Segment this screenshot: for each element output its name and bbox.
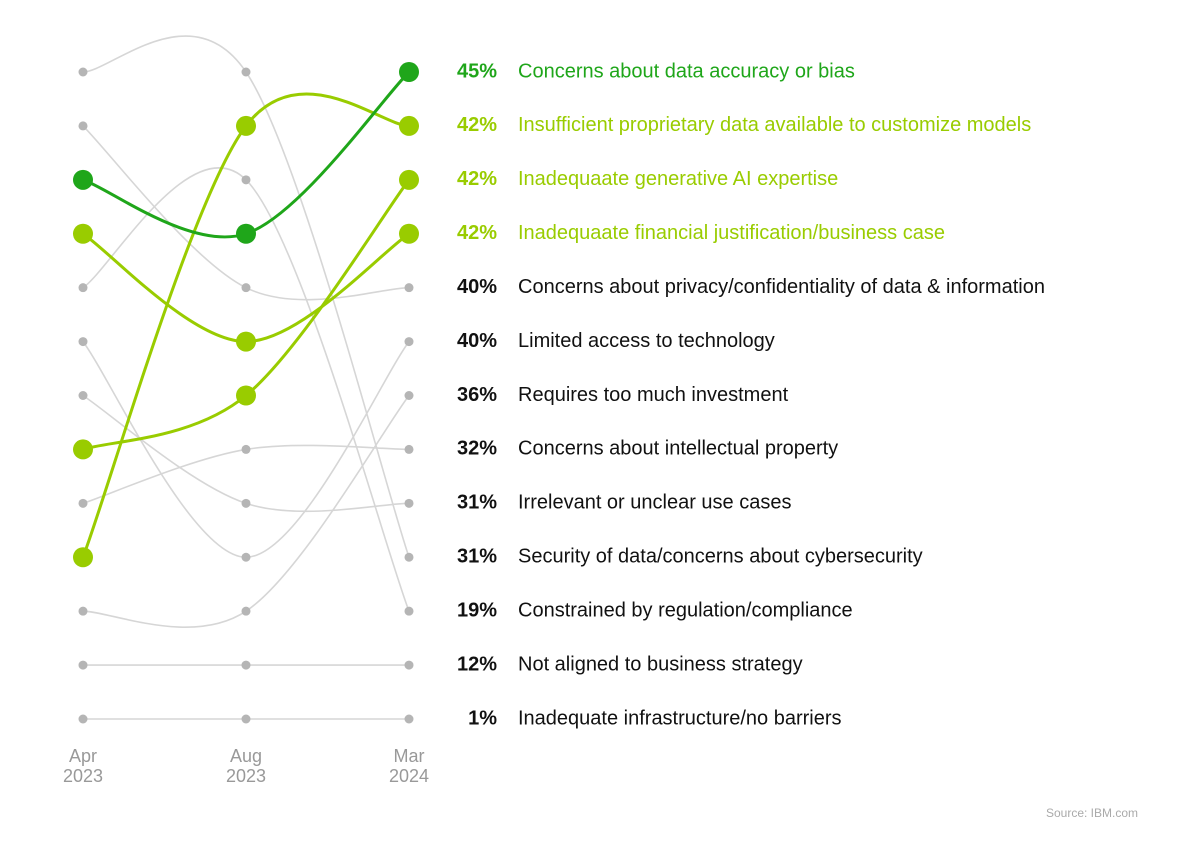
x-tick-label: Aug 2023 — [225, 746, 267, 786]
category-label: Requires too much investment — [518, 384, 789, 406]
value-label: 36% — [457, 384, 497, 406]
dot — [78, 391, 88, 400]
dot — [78, 283, 88, 293]
category-label: Concerns about data accuracy or bias — [518, 60, 855, 82]
category-label: Inadequaate financial justification/busi… — [518, 222, 945, 244]
dot — [241, 444, 251, 454]
dot — [241, 283, 251, 293]
dot — [73, 169, 93, 190]
category-label: Inadequaate generative AI expertise — [518, 168, 838, 190]
dot — [78, 337, 88, 347]
dot — [241, 175, 251, 185]
dot — [399, 62, 419, 82]
dot — [236, 331, 256, 352]
value-label: 31% — [457, 546, 497, 568]
category-label: Limited access to technology — [518, 330, 775, 352]
line — [82, 395, 410, 628]
value-label: 1% — [468, 707, 497, 729]
category-label: Concerns about privacy/confidentiality o… — [518, 276, 1045, 298]
dot — [241, 67, 251, 77]
category-label: Not aligned to business strategy — [518, 653, 803, 675]
value-label: 19% — [457, 599, 497, 621]
highlight-line — [82, 70, 411, 239]
value-label: 42% — [457, 222, 497, 244]
dot — [236, 115, 256, 136]
dot — [241, 606, 251, 616]
dot — [404, 552, 414, 562]
category-label: Constrained by regulation/compliance — [518, 599, 853, 621]
dot — [404, 283, 414, 293]
highlight-line — [81, 92, 410, 558]
dot — [78, 606, 88, 616]
category-label: Concerns about intellectual property — [518, 438, 838, 460]
dot — [73, 439, 93, 460]
dot — [404, 606, 414, 616]
dot — [241, 498, 251, 508]
dot — [236, 223, 256, 244]
dot — [78, 714, 88, 724]
value-label: 45% — [457, 60, 497, 82]
dot — [404, 391, 414, 400]
source: Source: IBM.com — [1045, 806, 1138, 820]
dot — [73, 547, 93, 568]
value-label: 32% — [457, 438, 497, 460]
value-label: 40% — [457, 330, 497, 352]
dot — [399, 169, 419, 190]
dot — [78, 660, 88, 670]
category-label: Irrelevant or unclear use cases — [518, 492, 791, 514]
category-label: Inadequate infrastructure/no barriers — [518, 707, 842, 729]
line — [82, 35, 410, 558]
dot — [404, 660, 414, 670]
dot — [404, 337, 414, 347]
dot — [404, 714, 414, 724]
value-label: 31% — [457, 492, 497, 514]
dot — [241, 660, 251, 670]
dot — [78, 498, 88, 508]
dot — [236, 385, 256, 406]
value-label: 40% — [457, 276, 497, 298]
dot — [73, 223, 93, 244]
line — [82, 167, 410, 612]
dot — [399, 223, 419, 244]
value-label: 12% — [457, 653, 497, 675]
value-label: 42% — [457, 168, 497, 190]
dot — [399, 115, 419, 136]
dot — [241, 714, 251, 724]
category-label: Insufficient proprietary data available … — [518, 114, 1031, 136]
category-label: Security of data/concerns about cybersec… — [518, 546, 923, 568]
dot — [78, 121, 88, 131]
value-label: 42% — [457, 114, 497, 136]
x-tick-label: Apr 2023 — [62, 746, 104, 786]
x-tick-label: Mar 2024 — [388, 746, 430, 786]
dot — [404, 498, 414, 508]
dot — [78, 67, 88, 77]
dot — [241, 552, 251, 562]
dot — [404, 444, 414, 454]
line — [82, 444, 410, 505]
